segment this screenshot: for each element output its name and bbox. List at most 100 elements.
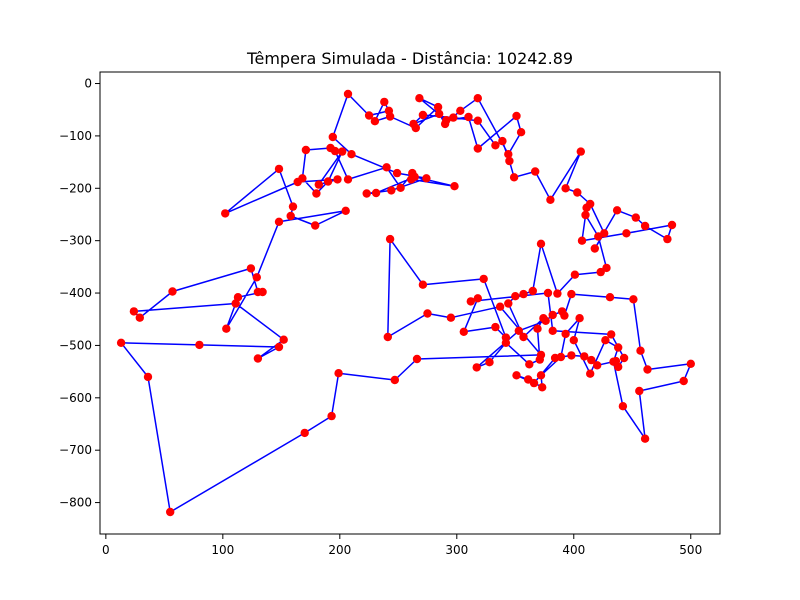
city-point: [370, 117, 380, 126]
city-point: [629, 295, 638, 304]
city-point: [383, 332, 392, 342]
city-point: [605, 293, 615, 302]
city-point: [390, 375, 399, 385]
city-point: [466, 297, 475, 306]
city-point: [501, 333, 511, 342]
plot-frame: [99, 71, 721, 535]
city-point: [385, 112, 395, 121]
city-point: [252, 273, 261, 282]
city-point: [418, 280, 428, 289]
city-point: [253, 354, 263, 363]
city-point: [362, 189, 371, 198]
city-point: [536, 239, 546, 248]
city-point: [607, 330, 616, 339]
city-point: [612, 206, 622, 215]
city-point: [667, 220, 677, 230]
city-point: [580, 352, 589, 361]
city-point: [635, 386, 644, 396]
city-point: [258, 287, 267, 297]
city-point: [446, 313, 456, 322]
city-point: [473, 116, 482, 125]
city-point: [636, 346, 645, 355]
city-point: [495, 302, 505, 311]
city-point: [195, 340, 204, 350]
city-point: [570, 270, 580, 279]
city-point: [440, 119, 450, 129]
city-point: [640, 434, 650, 443]
y-tick-label: −300: [59, 234, 92, 248]
city-point: [619, 353, 629, 363]
city-point: [602, 263, 611, 273]
city-point: [686, 359, 695, 368]
city-point: [622, 229, 631, 238]
city-point: [222, 324, 231, 333]
city-point: [392, 168, 402, 178]
city-point: [586, 369, 595, 378]
city-point: [576, 147, 585, 156]
city-point: [548, 326, 557, 335]
city-point: [300, 428, 309, 438]
city-point: [601, 336, 610, 345]
city-point: [221, 209, 230, 218]
city-point: [334, 369, 343, 378]
city-point: [464, 112, 473, 122]
city-point: [233, 293, 243, 302]
city-point: [582, 203, 591, 212]
city-point: [364, 111, 374, 120]
city-point: [531, 167, 540, 176]
city-point: [548, 310, 557, 320]
city-point: [143, 372, 153, 382]
city-point: [543, 288, 553, 298]
city-point: [511, 292, 520, 301]
chart-title: Têmpera Simulada - Distância: 10242.89: [246, 49, 573, 68]
city-point: [679, 376, 688, 386]
x-tick-label: 500: [679, 543, 702, 557]
city-point: [593, 361, 602, 370]
city-point: [560, 311, 569, 320]
city-point: [473, 94, 482, 103]
y-tick-label: −500: [59, 338, 92, 352]
city-point: [569, 336, 578, 345]
city-point: [575, 314, 584, 323]
city-point: [498, 136, 507, 146]
city-point: [614, 362, 623, 372]
city-point: [231, 299, 240, 308]
city-point: [473, 294, 482, 303]
city-point: [274, 342, 284, 352]
city-point: [286, 211, 295, 221]
city-point: [288, 202, 298, 211]
city-point: [328, 132, 337, 142]
city-point: [519, 289, 528, 299]
city-point: [512, 371, 521, 380]
city-point: [116, 338, 126, 347]
city-point: [246, 264, 256, 273]
city-point: [546, 195, 555, 204]
y-tick-label: 0: [84, 77, 92, 91]
city-point: [323, 177, 333, 186]
city-point: [274, 217, 284, 226]
x-tick-label: 100: [211, 543, 234, 557]
city-point: [533, 324, 542, 333]
city-point: [450, 182, 459, 191]
city-point: [449, 113, 458, 122]
y-tick-label: −400: [59, 286, 92, 300]
city-point: [423, 309, 432, 318]
x-tick-label: 0: [102, 543, 110, 557]
city-point: [536, 350, 546, 360]
city-point: [473, 144, 482, 153]
city-point: [504, 150, 513, 159]
city-point: [525, 360, 534, 369]
city-point: [396, 183, 405, 192]
y-tick-label: −200: [59, 181, 92, 195]
city-point: [587, 355, 596, 365]
city-point: [504, 299, 513, 308]
city-point: [663, 234, 672, 244]
y-tick-label: −600: [59, 391, 92, 405]
city-point: [311, 221, 320, 230]
city-point: [561, 329, 570, 339]
city-point: [567, 351, 576, 360]
city-point: [491, 141, 500, 150]
city-point: [341, 206, 350, 215]
city-point: [573, 188, 582, 197]
